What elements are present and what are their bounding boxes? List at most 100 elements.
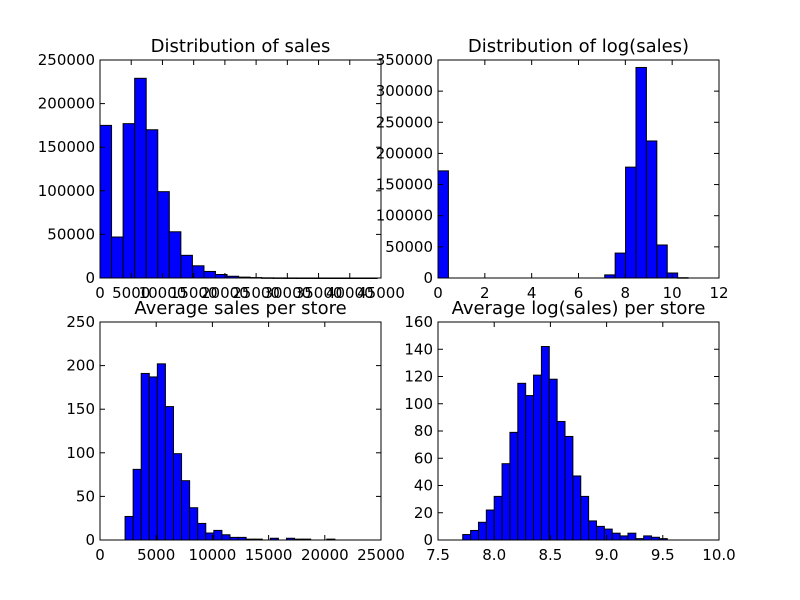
histogram-bar — [572, 475, 582, 541]
y-tick-label: 50000 — [47, 225, 95, 243]
histogram-bar — [462, 534, 472, 541]
x-tick-label: 15000 — [245, 546, 293, 564]
y-tick-label: 200000 — [38, 95, 95, 113]
histogram-bar — [595, 525, 605, 541]
y-tick-label: 40 — [414, 477, 433, 495]
x-tick-label: 10 — [663, 284, 682, 302]
histogram-bar — [533, 374, 542, 541]
chart-title: Distribution of sales — [151, 36, 331, 57]
y-tick-label: 300000 — [376, 82, 433, 100]
histogram-bar — [643, 535, 653, 541]
x-tick-label: 8 — [621, 284, 631, 302]
histogram-bar — [580, 495, 590, 541]
histogram-bar — [203, 270, 217, 279]
axes-frame — [99, 321, 382, 541]
histogram-bar — [172, 453, 183, 541]
y-tick-label: 80 — [414, 422, 433, 440]
y-tick-label: 0 — [85, 531, 95, 549]
histogram-bar — [189, 507, 199, 541]
histogram-bar — [221, 534, 231, 541]
histogram-bar — [645, 140, 658, 279]
x-tick-label: 15000 — [170, 284, 218, 302]
y-tick-label: 150000 — [376, 176, 433, 194]
y-tick-label: 50000 — [385, 238, 433, 256]
x-tick-label: 30000 — [263, 284, 311, 302]
y-tick-label: 150000 — [38, 138, 95, 156]
x-tick-label: 40000 — [326, 284, 374, 302]
panel-sales-distribution: Distribution of sales 0 50001000015000200… — [38, 36, 405, 302]
histogram-bar — [517, 382, 527, 541]
histogram-bar — [132, 468, 142, 541]
histogram-bar — [140, 372, 150, 541]
histogram-bar — [168, 231, 182, 279]
y-tick-label: 60 — [414, 449, 433, 467]
y-tick-label: 150 — [66, 400, 95, 418]
x-tick-label: 12 — [709, 284, 728, 302]
x-tick-label: 10000 — [189, 546, 237, 564]
panel-log-sales-distribution: Distribution of log(sales) 0 2 4 6 8 10 12 0 500… — [376, 36, 729, 302]
chart-title: Average log(sales) per store — [452, 298, 706, 319]
histogram-bar — [548, 378, 558, 541]
y-tick-label: 140 — [404, 340, 433, 358]
y-tick-label: 50 — [76, 487, 95, 505]
histogram-bar — [614, 252, 627, 279]
histogram-bar — [603, 528, 613, 541]
histogram-bar — [477, 521, 487, 541]
panel-average-log-sales-per-store: Average log(sales) per store 7.5 8.0 8.5 9.… — [404, 298, 735, 564]
x-tick-label: 35000 — [295, 284, 343, 302]
histogram-bar — [99, 124, 113, 279]
histogram-bar — [501, 463, 511, 541]
histogram-bar — [635, 66, 647, 279]
y-tick-label: 250000 — [376, 113, 433, 131]
histogram-bar — [145, 129, 159, 279]
x-tick-label: 10.0 — [702, 546, 735, 564]
histogram-bar — [213, 529, 223, 541]
panel-average-sales-per-store: Average sales per store 0 5000 10000 15000 2… — [66, 298, 405, 564]
x-tick-label: 9.0 — [595, 546, 619, 564]
histogram-bar — [157, 191, 170, 279]
histogram-bar — [564, 435, 574, 541]
y-tick-label: 160 — [404, 313, 433, 331]
histogram-bar — [619, 535, 629, 541]
x-tick-label: 9.5 — [651, 546, 675, 564]
histogram-bar — [148, 376, 158, 541]
histogram-bar — [588, 520, 597, 541]
histogram-bar — [493, 495, 503, 541]
axes-frame — [99, 59, 382, 279]
x-tick-label: 20000 — [301, 546, 349, 564]
y-tick-label: 100 — [404, 395, 433, 413]
histogram-bar — [180, 254, 193, 279]
histogram-bar — [656, 244, 668, 279]
y-tick-label: 0 — [423, 269, 433, 287]
x-tick-label: 10000 — [139, 284, 187, 302]
histogram-bar — [627, 532, 637, 541]
y-tick-label: 100000 — [38, 182, 95, 200]
histogram-bar — [122, 123, 136, 279]
x-tick-label: 0 — [433, 284, 443, 302]
y-tick-label: 250000 — [38, 51, 95, 69]
histogram-bar — [181, 480, 191, 541]
histogram-bar — [625, 166, 637, 279]
chart-title: Average sales per store — [134, 298, 346, 319]
x-tick-label: 4 — [527, 284, 537, 302]
histogram-bar — [470, 529, 479, 541]
bars — [124, 363, 336, 541]
histogram-bar — [556, 420, 566, 541]
x-tick-label: 25000 — [357, 546, 405, 564]
x-tick-label: 25000 — [232, 284, 280, 302]
histogram-bar — [197, 522, 207, 541]
histogram-bar — [509, 431, 519, 541]
x-tick-label: 45000 — [357, 284, 405, 302]
histogram-bar — [134, 77, 147, 279]
histogram-bar — [124, 515, 134, 541]
x-tick-label: 0 — [95, 546, 105, 564]
y-tick-label: 200000 — [376, 144, 433, 162]
chart-title: Distribution of log(sales) — [468, 36, 689, 57]
histogram-bar — [164, 406, 174, 541]
y-tick-label: 0 — [85, 269, 95, 287]
y-tick-label: 200 — [66, 357, 95, 375]
y-tick-label: 100000 — [376, 207, 433, 225]
histogram-bar — [437, 170, 449, 279]
x-tick-label: 6 — [574, 284, 584, 302]
histogram-bar — [111, 236, 124, 279]
